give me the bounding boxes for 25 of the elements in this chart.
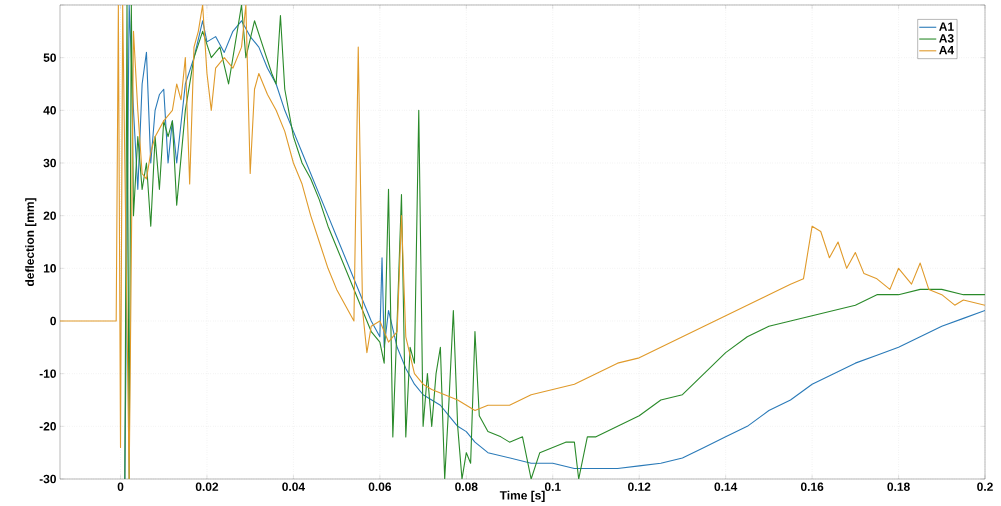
x-tick-label: 0	[117, 482, 124, 491]
y-tick-label: 40	[43, 106, 56, 115]
y-tick-label: 0	[50, 316, 56, 326]
x-tick-label: 0.1	[544, 482, 561, 491]
x-tick-label: 0.14	[714, 482, 738, 491]
x-tick-label: 0.06	[368, 482, 392, 491]
x-tick-label: 0.12	[628, 482, 651, 491]
legend-label: A1	[939, 22, 954, 31]
x-tick-label: 0.08	[455, 482, 478, 491]
y-tick-label: -30	[39, 474, 56, 484]
x-tick-label: 0.18	[887, 482, 910, 491]
y-tick-label: 20	[43, 211, 56, 220]
legend-label: A4	[939, 45, 954, 55]
y-tick-label: -20	[39, 422, 56, 431]
x-tick-label: 0.2	[977, 482, 993, 491]
y-tick-label: 50	[43, 53, 56, 62]
x-tick-label: 0.16	[800, 482, 824, 491]
legend-label: A3	[939, 34, 954, 43]
x-tick-label: 0.02	[195, 482, 219, 491]
y-tick-label: 10	[43, 264, 56, 273]
y-axis-title: deflection [mm]	[25, 198, 37, 287]
y-tick-label: 30	[43, 158, 56, 168]
x-axis-title: Time [s]	[499, 490, 545, 502]
x-tick-label: 0.04	[282, 482, 305, 491]
y-tick-label: -10	[39, 369, 56, 378]
